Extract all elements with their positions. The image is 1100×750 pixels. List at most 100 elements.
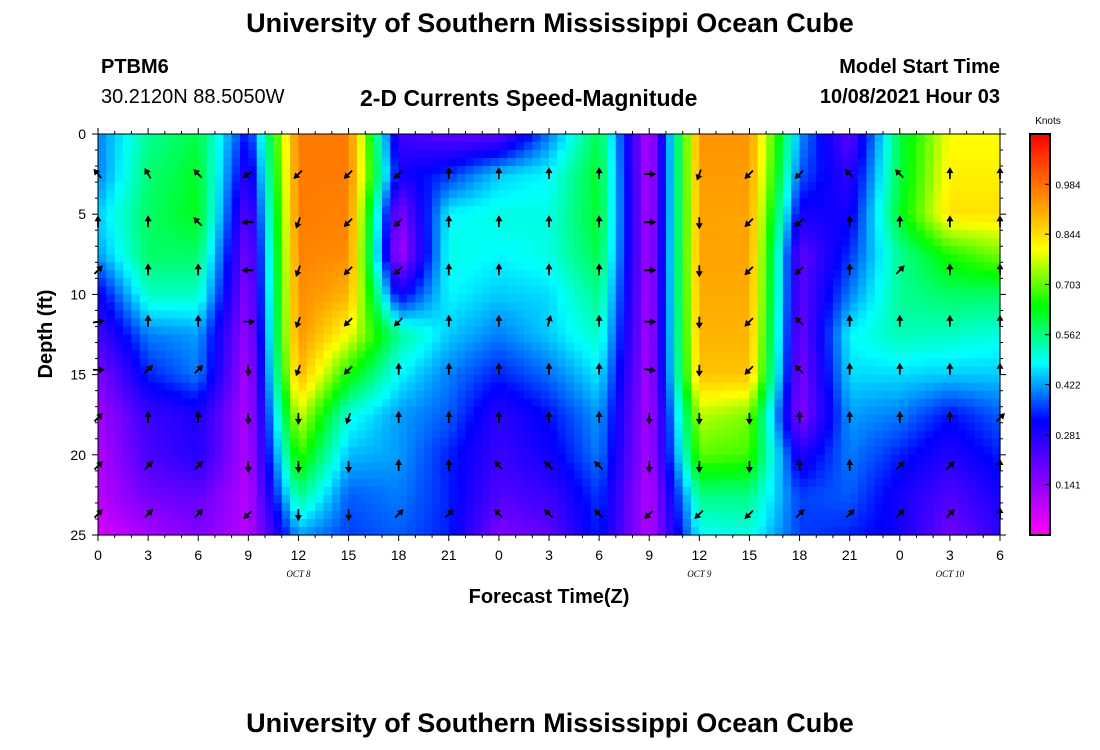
- heatmap-cell: [599, 414, 609, 424]
- heatmap-cell: [632, 366, 642, 376]
- heatmap-cell: [916, 270, 926, 279]
- heatmap-cell: [749, 230, 759, 239]
- heatmap-cell: [858, 302, 867, 312]
- heatmap-cell: [724, 302, 734, 312]
- heatmap-cell: [523, 134, 533, 143]
- heatmap-cell: [974, 254, 984, 263]
- heatmap-cell: [507, 278, 517, 287]
- heatmap-cell: [498, 158, 508, 167]
- heatmap-cell: [640, 270, 650, 279]
- heatmap-cell: [590, 174, 600, 183]
- heatmap-cell: [156, 294, 166, 304]
- heatmap-cell: [315, 294, 325, 304]
- heatmap-cell: [273, 422, 283, 432]
- heatmap-cell: [164, 486, 174, 496]
- heatmap-cell: [231, 334, 241, 344]
- heatmap-cell: [916, 422, 926, 432]
- heatmap-cell: [574, 294, 584, 304]
- heatmap-cell: [457, 446, 467, 456]
- heatmap-cell: [966, 422, 976, 432]
- heatmap-cell: [482, 382, 492, 392]
- heatmap-cell: [724, 430, 734, 440]
- heatmap-cell: [632, 246, 642, 255]
- heatmap-cell: [741, 478, 751, 488]
- heatmap-cell: [582, 454, 592, 464]
- heatmap-cell: [690, 142, 700, 151]
- heatmap-cell: [114, 342, 124, 352]
- heatmap-cell: [615, 358, 625, 368]
- heatmap-cell: [540, 286, 550, 295]
- heatmap-cell: [482, 270, 492, 279]
- heatmap-cell: [131, 270, 141, 279]
- heatmap-cell: [381, 406, 391, 416]
- heatmap-cell: [348, 254, 358, 263]
- heatmap-cell: [899, 310, 909, 320]
- heatmap-cell: [148, 174, 158, 183]
- heatmap-cell: [173, 150, 183, 159]
- heatmap-cell: [206, 366, 216, 376]
- heatmap-cell: [766, 398, 776, 408]
- heatmap-cell: [933, 158, 943, 167]
- heatmap-cell: [974, 398, 984, 408]
- heatmap-cell: [223, 182, 233, 191]
- heatmap-cell: [682, 414, 692, 424]
- heatmap-cell: [498, 166, 508, 175]
- heatmap-cell: [148, 414, 158, 424]
- heatmap-cell: [624, 134, 634, 143]
- heatmap-cell: [315, 254, 325, 263]
- heatmap-cell: [189, 150, 199, 159]
- heatmap-cell: [732, 150, 742, 159]
- heatmap-cell: [223, 422, 233, 432]
- heatmap-cell: [214, 262, 224, 271]
- heatmap-cell: [381, 454, 391, 464]
- heatmap-cell: [440, 470, 450, 480]
- heatmap-cell: [690, 446, 700, 456]
- heatmap-cell: [390, 406, 400, 416]
- heatmap-cell: [432, 406, 442, 416]
- heatmap-cell: [114, 150, 124, 159]
- heatmap-cell: [874, 286, 884, 295]
- heatmap-cell: [649, 494, 659, 504]
- heatmap-cell: [716, 150, 725, 159]
- heatmap-cell: [974, 182, 984, 191]
- heatmap-cell: [824, 206, 834, 215]
- heatmap-cell: [273, 366, 283, 376]
- heatmap-cell: [315, 302, 325, 312]
- heatmap-cell: [799, 462, 809, 472]
- heatmap-cell: [231, 430, 241, 440]
- heatmap-cell: [356, 390, 366, 400]
- heatmap-cell: [690, 390, 700, 400]
- heatmap-cell: [440, 438, 450, 448]
- heatmap-cell: [490, 278, 500, 287]
- heatmap-cell: [398, 230, 408, 239]
- heatmap-cell: [724, 294, 734, 304]
- heatmap-cell: [256, 174, 266, 183]
- heatmap-cell: [340, 278, 350, 287]
- heatmap-cell: [298, 302, 308, 312]
- heatmap-cell: [557, 222, 567, 231]
- heatmap-cell: [657, 142, 667, 151]
- heatmap-cell: [315, 422, 325, 432]
- heatmap-cell: [841, 446, 851, 456]
- heatmap-cell: [281, 326, 291, 336]
- heatmap-cell: [858, 182, 867, 191]
- heatmap-cell: [356, 366, 366, 376]
- heatmap-cell: [974, 414, 984, 424]
- heatmap-cell: [248, 158, 258, 167]
- heatmap-cell: [757, 334, 767, 344]
- heatmap-cell: [448, 294, 458, 304]
- heatmap-cell: [966, 454, 976, 464]
- heatmap-cell: [674, 182, 684, 191]
- heatmap-cell: [757, 134, 767, 143]
- heatmap-cell: [139, 366, 149, 376]
- heatmap-cell: [448, 198, 458, 207]
- heatmap-cell: [515, 398, 525, 408]
- heatmap-cell: [657, 278, 667, 287]
- heatmap-cell: [690, 182, 700, 191]
- heatmap-cell: [365, 150, 375, 159]
- heatmap-cell: [816, 166, 826, 175]
- heatmap-cell: [482, 446, 492, 456]
- heatmap-cell: [657, 358, 667, 368]
- heatmap-cell: [123, 438, 133, 448]
- heatmap-cell: [582, 142, 592, 151]
